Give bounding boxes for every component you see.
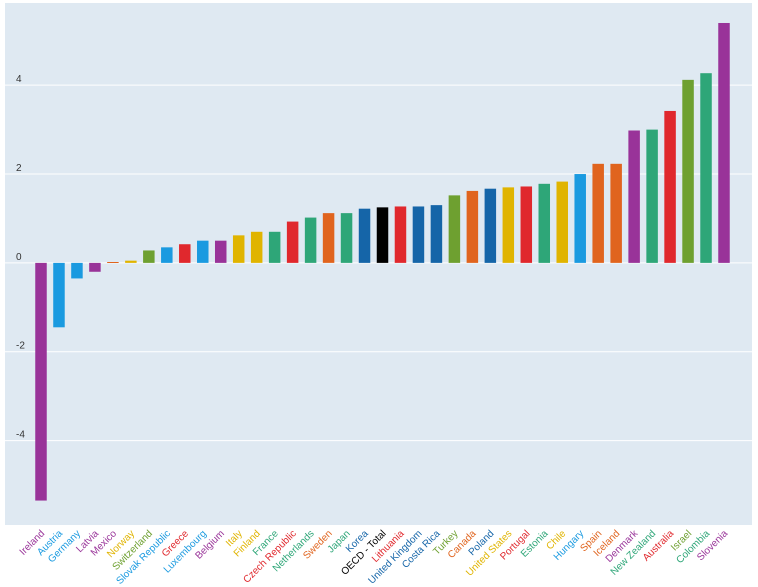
bar-colombia[interactable]: [700, 73, 712, 263]
bar-denmark[interactable]: [628, 130, 640, 263]
bar-united-kingdom[interactable]: [412, 206, 425, 263]
bar-ireland[interactable]: [35, 262, 47, 501]
bar-belgium[interactable]: [214, 240, 227, 263]
bar-new-zealand[interactable]: [646, 129, 658, 263]
y-tick-label: 2: [16, 163, 22, 174]
bar-norway[interactable]: [125, 260, 137, 263]
y-axis-ticks: 4 2 0 -2 -4: [16, 74, 25, 440]
bars: [35, 22, 730, 501]
bar-korea[interactable]: [358, 208, 371, 263]
bar-japan[interactable]: [340, 213, 353, 263]
bar-luxembourg[interactable]: [197, 240, 209, 263]
bar-france[interactable]: [268, 231, 281, 263]
x-axis-labels: IrelandAustriaGermanyLatviaMexicoNorwayS…: [18, 528, 731, 587]
y-tick-label: 0: [16, 252, 22, 263]
bar-latvia[interactable]: [89, 262, 101, 272]
bar-australia[interactable]: [664, 110, 676, 263]
bar-oecd-total[interactable]: [376, 207, 389, 263]
bar-iceland[interactable]: [610, 163, 622, 263]
bar-czech-republic[interactable]: [286, 221, 299, 263]
bar-greece[interactable]: [179, 244, 191, 263]
bar-slovenia[interactable]: [718, 22, 730, 263]
bar-slovak-republic[interactable]: [161, 247, 173, 263]
y-tick-label: -2: [16, 341, 25, 352]
bar-finland[interactable]: [250, 231, 263, 263]
bar-chile[interactable]: [556, 181, 568, 263]
bar-switzerland[interactable]: [143, 250, 155, 263]
bar-turkey[interactable]: [448, 195, 461, 263]
bar-lithuania[interactable]: [394, 206, 407, 263]
bar-united-states[interactable]: [502, 187, 515, 263]
bar-hungary[interactable]: [574, 174, 586, 263]
bar-poland[interactable]: [484, 188, 497, 263]
bar-germany[interactable]: [71, 262, 83, 279]
bar-mexico[interactable]: [107, 262, 119, 264]
bar-estonia[interactable]: [538, 183, 551, 263]
bar-costa-rica[interactable]: [430, 205, 443, 263]
bar-sweden[interactable]: [322, 213, 335, 263]
bar-canada[interactable]: [466, 190, 479, 263]
bar-israel[interactable]: [682, 79, 694, 263]
bar-spain[interactable]: [592, 163, 604, 263]
bar-austria[interactable]: [53, 262, 65, 328]
bar-italy[interactable]: [232, 235, 245, 263]
y-tick-label: -4: [16, 430, 25, 441]
plot-area: [5, 3, 752, 525]
bar-netherlands[interactable]: [304, 217, 317, 263]
y-tick-label: 4: [16, 74, 22, 85]
bar-portugal[interactable]: [520, 186, 533, 263]
